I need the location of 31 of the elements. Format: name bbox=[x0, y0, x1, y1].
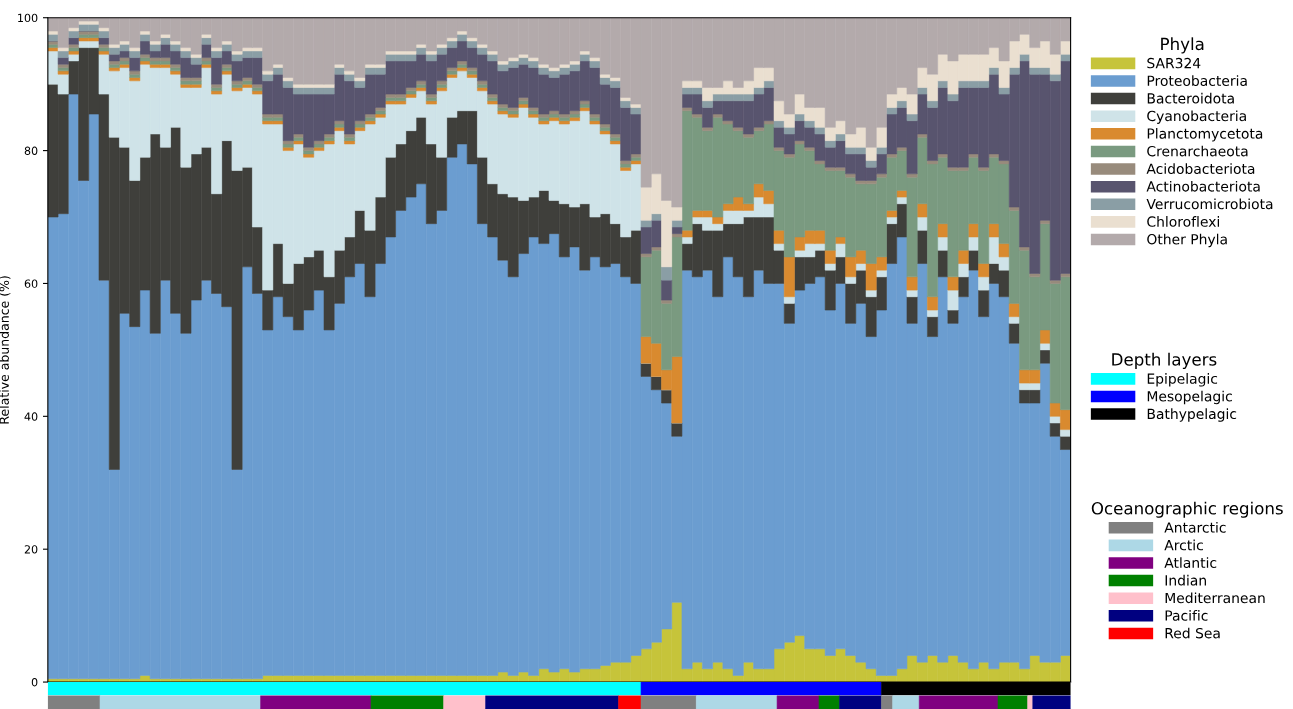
legend-label: Mesopelagic bbox=[1147, 390, 1232, 405]
legend-label: Chloroflexi bbox=[1147, 216, 1219, 227]
legend-label: Other Phyla bbox=[1147, 233, 1227, 248]
legend-label: Epipelagic bbox=[1147, 373, 1218, 387]
legend-label: Actinobacteriota bbox=[1146, 180, 1260, 192]
legend-label: Mediterranean bbox=[1165, 592, 1265, 604]
legend-label: Planctomycetota bbox=[1147, 128, 1263, 142]
legend-label: Indian bbox=[1165, 574, 1206, 586]
legend-label: Proteobacteria bbox=[1147, 75, 1247, 86]
y-tick-label: 80 bbox=[24, 146, 38, 155]
y-tick-label: 60 bbox=[24, 279, 38, 288]
y-axis-title: Relative abundance (%) bbox=[0, 276, 11, 424]
y-tick-label: 100 bbox=[18, 13, 38, 23]
y-tick-label: 0 bbox=[31, 678, 38, 687]
legend-title: Oceanographic regions bbox=[1091, 501, 1283, 518]
legend-label: Bacteroidota bbox=[1147, 92, 1234, 104]
legend-label: SAR324 bbox=[1147, 57, 1201, 69]
legend-title: Phyla bbox=[1161, 37, 1204, 54]
legend-label: Cyanobacteria bbox=[1147, 110, 1246, 124]
y-tick-label: 40 bbox=[24, 412, 38, 421]
legend-label: Verrucomicrobiota bbox=[1146, 198, 1273, 210]
legend-label: Red Sea bbox=[1165, 627, 1220, 639]
legend-label: Pacific bbox=[1165, 610, 1208, 621]
legend-label: Arctic bbox=[1164, 539, 1203, 551]
legend-label: Crenarchaeota bbox=[1147, 145, 1248, 157]
legend-label: Acidobacteriota bbox=[1146, 163, 1255, 175]
legend-label: Bathypelagic bbox=[1147, 408, 1237, 422]
legend-label: Antarctic bbox=[1164, 522, 1226, 533]
legend-title: Depth layers bbox=[1112, 352, 1217, 369]
legend-label: Atlantic bbox=[1164, 557, 1217, 568]
y-tick-label: 20 bbox=[24, 545, 38, 554]
